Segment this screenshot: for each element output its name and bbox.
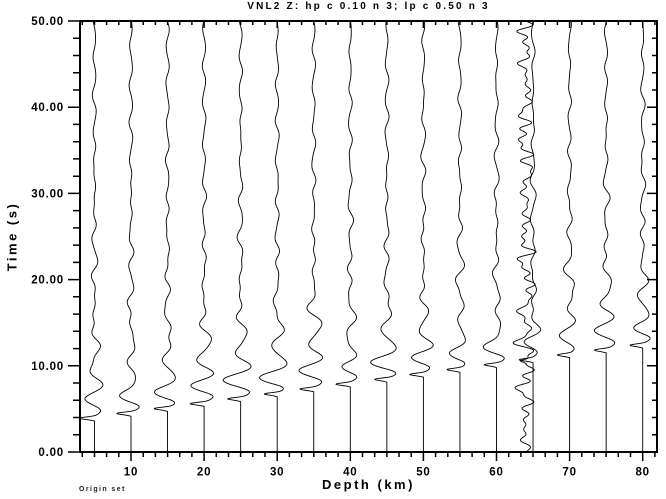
origin-note: Origin set — [79, 486, 126, 493]
x-tick-label: 80 — [635, 467, 649, 479]
y-axis-major-ticks-left — [68, 20, 80, 453]
x-axis-major-ticks-bottom — [130, 452, 644, 461]
y-tick-label: 30.00 — [31, 188, 64, 200]
seismogram-trace-depth-30 — [259, 20, 288, 453]
seismogram-trace-depth-10 — [116, 20, 140, 453]
seismogram-trace-depth-40 — [335, 20, 358, 453]
seismogram-trace-depth-80 — [629, 20, 651, 453]
plot-frame — [79, 20, 658, 453]
y-tick-label: 50.00 — [31, 16, 64, 28]
y-axis-title: Time (s) — [0, 0, 24, 472]
seismogram-trace-depth-70 — [556, 20, 576, 453]
x-axis-title: Depth (km) — [322, 477, 415, 492]
y-tick-label: 10.00 — [31, 361, 64, 373]
seismogram-trace-depth-65 — [518, 20, 542, 453]
x-tick-label: 30 — [270, 467, 284, 479]
x-tick-label: 60 — [489, 467, 503, 479]
seismogram-trace-depth-50 — [409, 20, 434, 453]
x-axis-minor-ticks-bottom — [81, 452, 656, 457]
x-tick-label: 50 — [416, 467, 430, 479]
chart-title: VNL2 Z: hp c 0.10 n 3; lp c 0.50 n 3 — [247, 1, 490, 12]
y-tick-label: 0.00 — [38, 447, 64, 459]
y-axis-major-ticks-right — [647, 20, 657, 453]
seismogram-trace-depth-75 — [594, 20, 616, 453]
seismogram-trace-depth-20 — [189, 20, 214, 453]
y-axis-title-text: Time (s) — [4, 201, 20, 271]
seismogram-trace-depth-25 — [222, 20, 252, 453]
seismogram-trace-depth-55 — [446, 20, 466, 453]
seismogram-trace-depth-45 — [370, 20, 397, 453]
x-tick-label: 20 — [197, 467, 211, 479]
seismogram-trace-depth-60 — [482, 20, 505, 453]
x-tick-label: 70 — [562, 467, 576, 479]
seismogram-trace-noisy — [512, 20, 537, 453]
y-axis-minor-ticks-left — [73, 37, 80, 436]
seismogram-trace-depth-35 — [298, 20, 323, 453]
x-tick-label: 10 — [124, 467, 138, 479]
x-tick-label: 40 — [343, 467, 357, 479]
seismogram-trace-depth-5 — [78, 20, 104, 453]
seismogram-trace-depth-15 — [153, 20, 176, 453]
y-axis-minor-ticks-right — [652, 37, 657, 436]
y-tick-label: 40.00 — [31, 102, 64, 114]
y-tick-label: 20.00 — [31, 275, 64, 287]
